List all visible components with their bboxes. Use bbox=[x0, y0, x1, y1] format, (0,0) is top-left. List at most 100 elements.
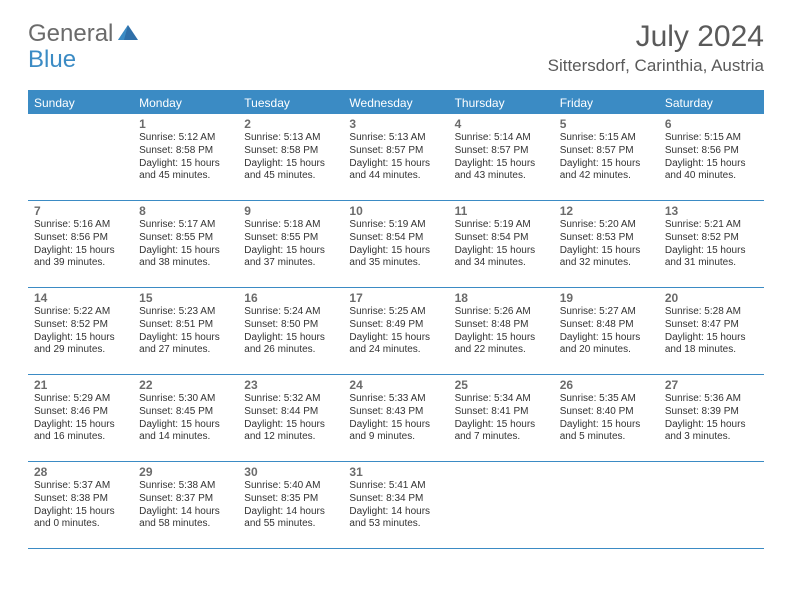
day-cell: 25Sunrise: 5:34 AMSunset: 8:41 PMDayligh… bbox=[449, 375, 554, 461]
day-number: 27 bbox=[665, 378, 758, 392]
day-number: 5 bbox=[560, 117, 653, 131]
day-header-tuesday: Tuesday bbox=[238, 92, 343, 114]
day-info: Sunrise: 5:15 AMSunset: 8:56 PMDaylight:… bbox=[665, 132, 758, 183]
week-row: 14Sunrise: 5:22 AMSunset: 8:52 PMDayligh… bbox=[28, 288, 764, 375]
day-cell: 18Sunrise: 5:26 AMSunset: 8:48 PMDayligh… bbox=[449, 288, 554, 374]
day-cell: 30Sunrise: 5:40 AMSunset: 8:35 PMDayligh… bbox=[238, 462, 343, 548]
day-info: Sunrise: 5:19 AMSunset: 8:54 PMDaylight:… bbox=[455, 219, 548, 270]
day-cell: 7Sunrise: 5:16 AMSunset: 8:56 PMDaylight… bbox=[28, 201, 133, 287]
day-number: 7 bbox=[34, 204, 127, 218]
day-headers-row: Sunday Monday Tuesday Wednesday Thursday… bbox=[28, 92, 764, 114]
day-number: 23 bbox=[244, 378, 337, 392]
day-cell: 5Sunrise: 5:15 AMSunset: 8:57 PMDaylight… bbox=[554, 114, 659, 200]
day-info: Sunrise: 5:32 AMSunset: 8:44 PMDaylight:… bbox=[244, 393, 337, 444]
day-info: Sunrise: 5:33 AMSunset: 8:43 PMDaylight:… bbox=[349, 393, 442, 444]
location-subtitle: Sittersdorf, Carinthia, Austria bbox=[548, 56, 764, 76]
day-header-friday: Friday bbox=[554, 92, 659, 114]
day-cell: 31Sunrise: 5:41 AMSunset: 8:34 PMDayligh… bbox=[343, 462, 448, 548]
day-number: 19 bbox=[560, 291, 653, 305]
day-header-sunday: Sunday bbox=[28, 92, 133, 114]
day-info: Sunrise: 5:17 AMSunset: 8:55 PMDaylight:… bbox=[139, 219, 232, 270]
day-number: 21 bbox=[34, 378, 127, 392]
day-number: 15 bbox=[139, 291, 232, 305]
day-number: 26 bbox=[560, 378, 653, 392]
day-number: 29 bbox=[139, 465, 232, 479]
week-row: 1Sunrise: 5:12 AMSunset: 8:58 PMDaylight… bbox=[28, 114, 764, 201]
day-cell bbox=[449, 462, 554, 548]
day-header-thursday: Thursday bbox=[449, 92, 554, 114]
day-cell: 29Sunrise: 5:38 AMSunset: 8:37 PMDayligh… bbox=[133, 462, 238, 548]
day-number: 4 bbox=[455, 117, 548, 131]
logo-text-general: General bbox=[28, 20, 113, 48]
day-number: 24 bbox=[349, 378, 442, 392]
logo: General bbox=[28, 20, 141, 48]
day-cell: 12Sunrise: 5:20 AMSunset: 8:53 PMDayligh… bbox=[554, 201, 659, 287]
day-info: Sunrise: 5:24 AMSunset: 8:50 PMDaylight:… bbox=[244, 306, 337, 357]
week-row: 28Sunrise: 5:37 AMSunset: 8:38 PMDayligh… bbox=[28, 462, 764, 549]
day-cell: 16Sunrise: 5:24 AMSunset: 8:50 PMDayligh… bbox=[238, 288, 343, 374]
day-number: 25 bbox=[455, 378, 548, 392]
day-number: 11 bbox=[455, 204, 548, 218]
day-cell: 22Sunrise: 5:30 AMSunset: 8:45 PMDayligh… bbox=[133, 375, 238, 461]
day-cell: 4Sunrise: 5:14 AMSunset: 8:57 PMDaylight… bbox=[449, 114, 554, 200]
day-info: Sunrise: 5:29 AMSunset: 8:46 PMDaylight:… bbox=[34, 393, 127, 444]
day-number: 28 bbox=[34, 465, 127, 479]
day-number: 31 bbox=[349, 465, 442, 479]
title-area: July 2024 Sittersdorf, Carinthia, Austri… bbox=[548, 20, 764, 76]
day-info: Sunrise: 5:36 AMSunset: 8:39 PMDaylight:… bbox=[665, 393, 758, 444]
weeks-container: 1Sunrise: 5:12 AMSunset: 8:58 PMDaylight… bbox=[28, 114, 764, 549]
day-cell: 8Sunrise: 5:17 AMSunset: 8:55 PMDaylight… bbox=[133, 201, 238, 287]
logo-text-blue: Blue bbox=[28, 46, 76, 73]
day-info: Sunrise: 5:25 AMSunset: 8:49 PMDaylight:… bbox=[349, 306, 442, 357]
day-number: 14 bbox=[34, 291, 127, 305]
day-info: Sunrise: 5:16 AMSunset: 8:56 PMDaylight:… bbox=[34, 219, 127, 270]
day-cell: 19Sunrise: 5:27 AMSunset: 8:48 PMDayligh… bbox=[554, 288, 659, 374]
day-number: 22 bbox=[139, 378, 232, 392]
day-info: Sunrise: 5:38 AMSunset: 8:37 PMDaylight:… bbox=[139, 480, 232, 531]
day-info: Sunrise: 5:13 AMSunset: 8:57 PMDaylight:… bbox=[349, 132, 442, 183]
header: General July 2024 Sittersdorf, Carinthia… bbox=[0, 0, 792, 84]
logo-triangle-icon bbox=[117, 23, 139, 46]
day-cell: 9Sunrise: 5:18 AMSunset: 8:55 PMDaylight… bbox=[238, 201, 343, 287]
day-cell: 11Sunrise: 5:19 AMSunset: 8:54 PMDayligh… bbox=[449, 201, 554, 287]
month-title: July 2024 bbox=[548, 20, 764, 54]
day-number: 6 bbox=[665, 117, 758, 131]
day-cell: 17Sunrise: 5:25 AMSunset: 8:49 PMDayligh… bbox=[343, 288, 448, 374]
day-info: Sunrise: 5:14 AMSunset: 8:57 PMDaylight:… bbox=[455, 132, 548, 183]
day-number: 13 bbox=[665, 204, 758, 218]
day-number: 8 bbox=[139, 204, 232, 218]
day-info: Sunrise: 5:12 AMSunset: 8:58 PMDaylight:… bbox=[139, 132, 232, 183]
day-cell: 6Sunrise: 5:15 AMSunset: 8:56 PMDaylight… bbox=[659, 114, 764, 200]
day-cell: 13Sunrise: 5:21 AMSunset: 8:52 PMDayligh… bbox=[659, 201, 764, 287]
day-cell: 23Sunrise: 5:32 AMSunset: 8:44 PMDayligh… bbox=[238, 375, 343, 461]
day-cell bbox=[554, 462, 659, 548]
day-cell: 14Sunrise: 5:22 AMSunset: 8:52 PMDayligh… bbox=[28, 288, 133, 374]
day-cell bbox=[659, 462, 764, 548]
day-number: 17 bbox=[349, 291, 442, 305]
day-cell bbox=[28, 114, 133, 200]
day-cell: 21Sunrise: 5:29 AMSunset: 8:46 PMDayligh… bbox=[28, 375, 133, 461]
day-info: Sunrise: 5:18 AMSunset: 8:55 PMDaylight:… bbox=[244, 219, 337, 270]
week-row: 7Sunrise: 5:16 AMSunset: 8:56 PMDaylight… bbox=[28, 201, 764, 288]
day-info: Sunrise: 5:34 AMSunset: 8:41 PMDaylight:… bbox=[455, 393, 548, 444]
day-info: Sunrise: 5:27 AMSunset: 8:48 PMDaylight:… bbox=[560, 306, 653, 357]
day-number: 1 bbox=[139, 117, 232, 131]
day-header-saturday: Saturday bbox=[659, 92, 764, 114]
day-info: Sunrise: 5:41 AMSunset: 8:34 PMDaylight:… bbox=[349, 480, 442, 531]
day-info: Sunrise: 5:22 AMSunset: 8:52 PMDaylight:… bbox=[34, 306, 127, 357]
calendar: Sunday Monday Tuesday Wednesday Thursday… bbox=[28, 90, 764, 549]
day-number: 10 bbox=[349, 204, 442, 218]
day-info: Sunrise: 5:26 AMSunset: 8:48 PMDaylight:… bbox=[455, 306, 548, 357]
day-info: Sunrise: 5:13 AMSunset: 8:58 PMDaylight:… bbox=[244, 132, 337, 183]
day-cell: 27Sunrise: 5:36 AMSunset: 8:39 PMDayligh… bbox=[659, 375, 764, 461]
day-cell: 2Sunrise: 5:13 AMSunset: 8:58 PMDaylight… bbox=[238, 114, 343, 200]
day-info: Sunrise: 5:28 AMSunset: 8:47 PMDaylight:… bbox=[665, 306, 758, 357]
week-row: 21Sunrise: 5:29 AMSunset: 8:46 PMDayligh… bbox=[28, 375, 764, 462]
day-cell: 10Sunrise: 5:19 AMSunset: 8:54 PMDayligh… bbox=[343, 201, 448, 287]
day-cell: 24Sunrise: 5:33 AMSunset: 8:43 PMDayligh… bbox=[343, 375, 448, 461]
day-number: 18 bbox=[455, 291, 548, 305]
day-info: Sunrise: 5:21 AMSunset: 8:52 PMDaylight:… bbox=[665, 219, 758, 270]
day-number: 20 bbox=[665, 291, 758, 305]
day-info: Sunrise: 5:40 AMSunset: 8:35 PMDaylight:… bbox=[244, 480, 337, 531]
day-info: Sunrise: 5:15 AMSunset: 8:57 PMDaylight:… bbox=[560, 132, 653, 183]
